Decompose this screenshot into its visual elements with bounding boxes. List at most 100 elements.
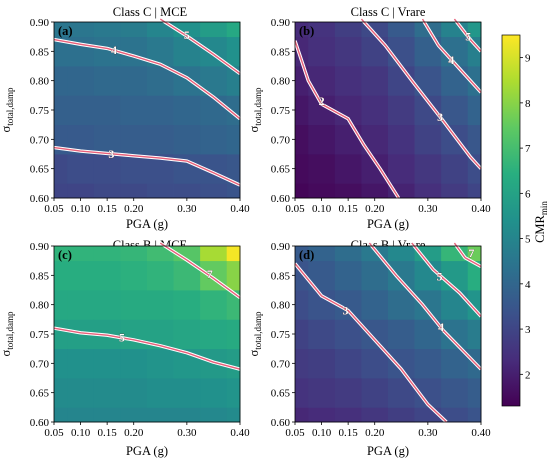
heatmap-cell [93, 407, 121, 423]
heatmap-cell [388, 124, 415, 155]
contour-line-3 [360, 18, 482, 170]
contour-line-7 [453, 242, 482, 268]
heatmap-cell [147, 124, 174, 155]
heatmap-cell [295, 22, 309, 38]
heatmap-cell [67, 66, 95, 96]
heatmap-cell [120, 378, 148, 408]
heatmap-cell [295, 348, 309, 379]
heatmap-cell [361, 407, 389, 423]
heatmap-cell [226, 22, 241, 38]
x-tick-label: 0.20 [124, 427, 144, 439]
heatmap-cell [334, 319, 362, 350]
y-tick-label: 0.80 [30, 76, 50, 88]
heatmap-cell [308, 183, 336, 199]
heatmap-cell [120, 66, 148, 96]
heatmap-cell [93, 22, 121, 38]
heatmap-cell [120, 407, 148, 423]
heatmap-cell [388, 319, 415, 350]
heatmap-cell [93, 378, 121, 408]
panel-c-xticks: 0.05 0.10 0.15 0.20 0.30 0.40 [44, 422, 250, 439]
heatmap-cell [173, 290, 201, 320]
contour-line-4 [53, 38, 241, 120]
contour-label: 7 [207, 267, 213, 281]
heatmap-cell [414, 183, 442, 199]
heatmap-cell [441, 154, 469, 184]
heatmap-cell [147, 348, 174, 379]
heatmap-cell [467, 154, 482, 184]
heatmap-cell [54, 95, 68, 126]
heatmap-cell [295, 124, 309, 155]
colorbar-ticks: 2 3 4 5 6 7 8 9 [520, 53, 531, 381]
heatmap-cell [295, 183, 309, 199]
y-tick-label: 0.75 [271, 329, 291, 341]
heatmap-cell [147, 22, 174, 38]
heatmap-cell [120, 348, 148, 379]
panel-c-label: (c) [58, 248, 72, 262]
panel-c: Class B | MCE 57 (c) 0.600.650.700.750.8… [0, 238, 250, 458]
heatmap-cell [361, 290, 389, 320]
x-tick-label: 0.10 [71, 427, 91, 439]
heatmap-cell [200, 183, 228, 199]
heatmap-cell [295, 319, 309, 350]
contour-line-4 [421, 18, 482, 93]
panel-d-cells [295, 246, 482, 423]
contour-label: 3 [108, 147, 114, 161]
heatmap-cell [334, 124, 362, 155]
panel-d-yticks: 0.60 0.65 0.70 0.75 0.80 0.85 0.90 [271, 241, 295, 429]
heatmap-cell [361, 183, 389, 199]
heatmap-cell [467, 22, 482, 38]
y-tick-label: 0.75 [271, 105, 291, 117]
heatmap-cell [173, 407, 201, 423]
heatmap-cell [441, 290, 469, 320]
contour-label: 2 [319, 94, 325, 108]
heatmap-cell [120, 246, 148, 262]
x-tick-label: 0.20 [365, 203, 385, 215]
panel-d-xlabel: PGA (g) [367, 444, 409, 458]
colorbar-tick-label: 9 [525, 53, 531, 65]
heatmap-cell [334, 407, 362, 423]
heatmap-cell [54, 22, 68, 38]
heatmap-cell [467, 378, 482, 408]
x-tick-label: 0.15 [339, 427, 359, 439]
y-tick-label: 0.60 [30, 417, 50, 429]
heatmap-cell [295, 154, 309, 184]
heatmap-cell [200, 95, 228, 126]
contour-label: 5 [465, 30, 471, 44]
heatmap-cell [54, 36, 68, 67]
heatmap-cell [308, 36, 336, 67]
heatmap-cell [54, 246, 68, 262]
colorbar-gradient [501, 34, 521, 407]
contour-label: 5 [184, 28, 190, 42]
heatmap-cell [441, 95, 469, 126]
x-tick-label: 0.05 [285, 427, 305, 439]
heatmap-cell [54, 154, 68, 184]
y-tick-label: 0.75 [30, 329, 50, 341]
heatmap-cell [388, 95, 415, 126]
heatmap-cell [361, 36, 389, 67]
heatmap-cell [173, 319, 201, 350]
heatmap-cell [93, 246, 121, 262]
x-tick-label: 0.40 [471, 203, 491, 215]
heatmap-cell [226, 319, 241, 350]
y-tick-label: 0.85 [271, 270, 291, 282]
heatmap-cell [147, 246, 174, 262]
colorbar-label: CMRmin [533, 201, 549, 243]
heatmap-cell [414, 348, 442, 379]
contour-label: 3 [342, 304, 348, 318]
panel-c-yticks: 0.60 0.65 0.70 0.75 0.80 0.85 0.90 [30, 241, 54, 429]
x-tick-label: 0.15 [98, 427, 118, 439]
heatmap-cell [467, 183, 482, 199]
panel-a-ylabel: σtotal,damp [0, 87, 15, 132]
heatmap-cell [388, 22, 415, 38]
y-tick-label: 0.60 [30, 193, 50, 205]
x-tick-label: 0.05 [44, 427, 64, 439]
heatmap-cell [226, 260, 241, 291]
heatmap-cell [361, 319, 389, 350]
y-tick-label: 0.65 [271, 164, 291, 176]
y-tick-label: 0.85 [30, 270, 50, 282]
contour-label: 5 [119, 331, 125, 345]
colorbar-tick-label: 4 [525, 279, 531, 291]
y-tick-label: 0.65 [30, 164, 50, 176]
heatmap-cell [54, 378, 68, 408]
